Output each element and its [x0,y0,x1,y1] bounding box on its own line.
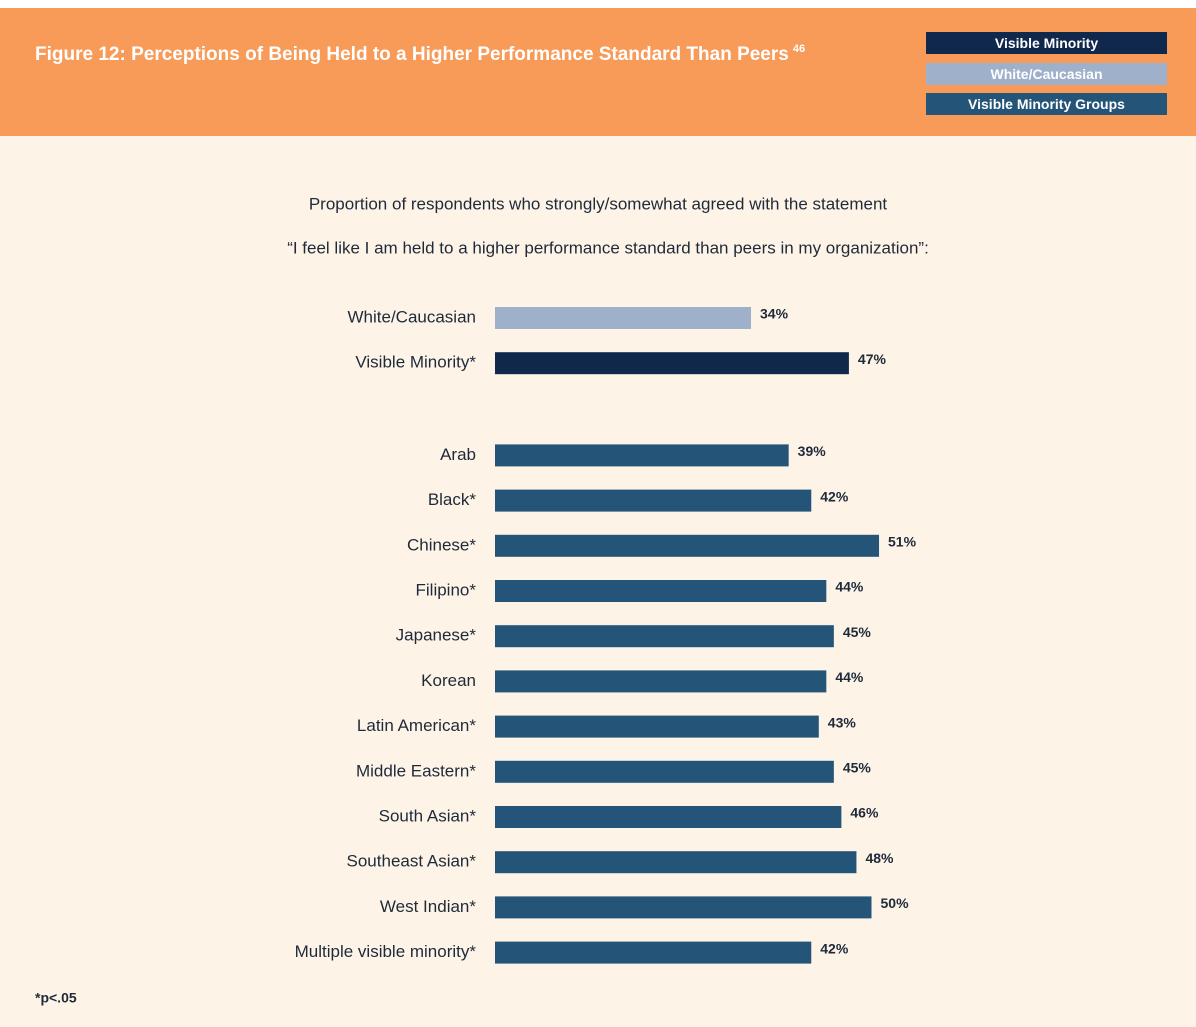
value-label: 43% [828,714,857,730]
bar [495,806,842,828]
category-label: West Indian* [380,897,476,916]
title-text: Figure 12: Perceptions of Being Held to … [35,44,789,65]
value-label: 46% [850,805,879,821]
value-label: 44% [835,579,864,595]
bar [495,307,752,329]
category-label: Southeast Asian* [347,852,477,871]
value-label: 50% [881,895,910,911]
value-label: 45% [843,624,872,640]
legend-entry: Visible Minority Groups [926,93,1167,115]
category-label: Korean [421,671,476,690]
bar [495,670,827,693]
footnote: *p<.05 [35,990,77,1006]
category-label: South Asian* [379,806,477,825]
bar [495,444,789,467]
value-label: 51% [888,534,917,550]
legend-entry: Visible Minority [926,32,1167,54]
value-label: 42% [820,940,849,956]
category-label: Filipino* [416,580,477,599]
category-label: Multiple visible minority* [295,942,477,961]
subtitle: “I feel like I am held to a higher perfo… [287,238,929,257]
category-label: Latin American* [357,716,476,735]
bar [495,896,872,919]
category-label: Black* [428,490,477,509]
category-label: Visible Minority* [355,353,476,372]
subtitle: Proportion of respondents who strongly/s… [309,194,888,213]
legend-entry: White/Caucasian [926,62,1167,85]
category-label: Middle Eastern* [356,761,476,780]
bar [495,534,880,557]
bar [495,941,812,964]
category-label: Chinese* [407,535,476,554]
bar [495,760,834,783]
bar [495,851,857,874]
bar [495,489,812,512]
title-note: 46 [792,43,806,55]
value-label: 47% [858,351,887,367]
value-label: 44% [835,669,864,685]
header: Figure 12: Perceptions of Being Held to … [0,8,1196,136]
chart: Proportion of respondents who strongly/s… [35,194,929,1006]
value-label: 34% [760,306,789,322]
bar [495,715,819,738]
bar [495,625,834,648]
title: Figure 12: Perceptions of Being Held to … [35,30,855,74]
bar [495,352,849,375]
category-label: Arab [440,445,476,464]
value-label: 48% [865,850,894,866]
category-label: White/Caucasian [347,307,476,326]
value-label: 45% [843,760,872,776]
figure-panel: Figure 12: Perceptions of Being Held to … [0,8,1196,1027]
value-label: 42% [820,488,849,504]
bar [495,580,827,602]
category-label: Japanese* [396,626,477,645]
value-label: 39% [798,443,827,459]
